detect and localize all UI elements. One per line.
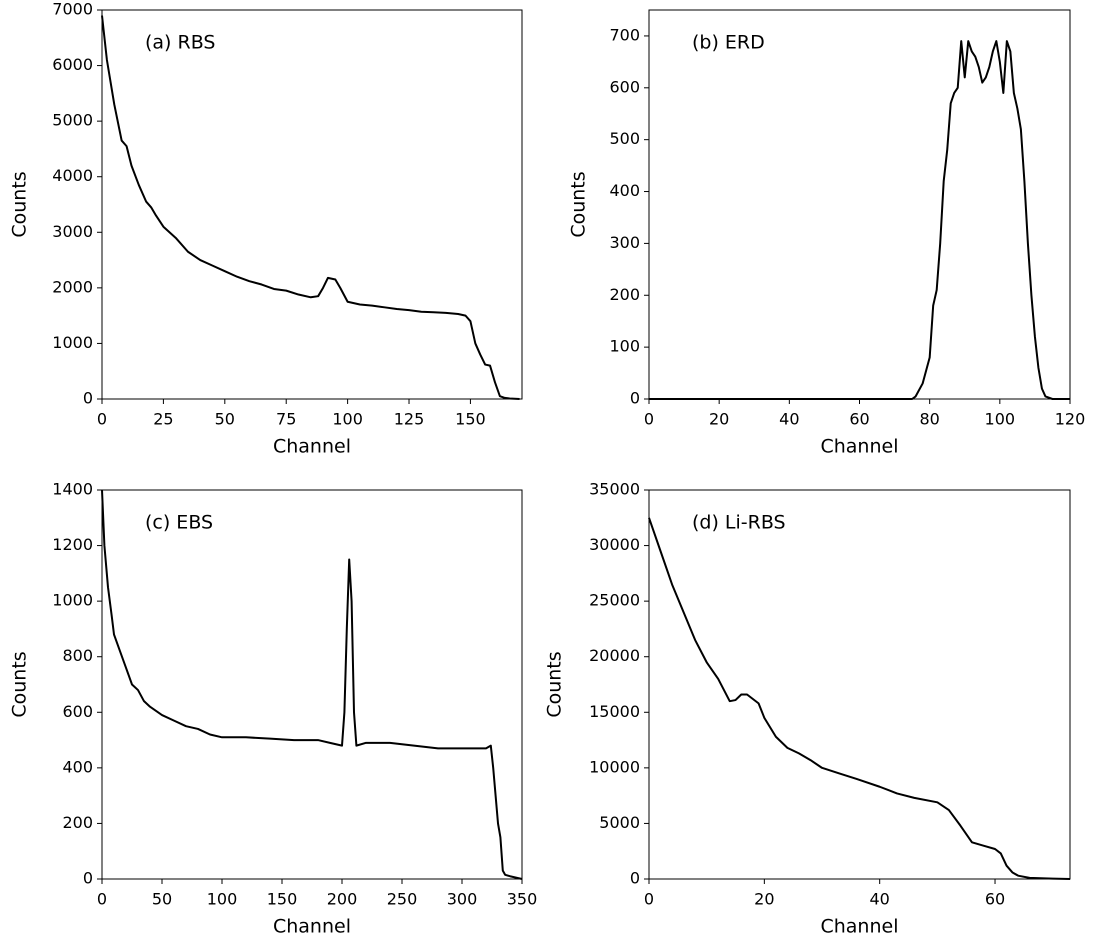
x-tick-label: 100 bbox=[332, 410, 363, 429]
x-tick-label: 25 bbox=[153, 410, 173, 429]
x-tick-label: 40 bbox=[870, 890, 890, 909]
x-tick-label: 0 bbox=[97, 410, 107, 429]
y-tick-label: 0 bbox=[630, 869, 640, 888]
x-tick-label: 120 bbox=[1055, 410, 1086, 429]
x-tick-label: 0 bbox=[644, 410, 654, 429]
x-tick-label: 20 bbox=[709, 410, 729, 429]
y-tick-label: 600 bbox=[609, 77, 640, 96]
annotation: (d) Li-RBS bbox=[692, 512, 786, 534]
y-tick-label: 600 bbox=[62, 702, 93, 721]
y-tick-label: 200 bbox=[609, 285, 640, 304]
y-tick-label: 10000 bbox=[589, 757, 640, 776]
y-tick-label: 3000 bbox=[52, 222, 93, 241]
x-tick-label: 100 bbox=[985, 410, 1016, 429]
y-axis-label: Counts bbox=[544, 651, 566, 717]
y-tick-label: 700 bbox=[609, 25, 640, 44]
x-tick-label: 150 bbox=[455, 410, 486, 429]
y-tick-label: 800 bbox=[62, 646, 93, 665]
x-tick-label: 300 bbox=[447, 890, 478, 909]
x-tick-label: 0 bbox=[644, 890, 654, 909]
y-axis-label: Counts bbox=[9, 651, 31, 717]
y-tick-label: 35000 bbox=[589, 480, 640, 499]
y-tick-label: 1200 bbox=[52, 535, 93, 554]
y-tick-label: 30000 bbox=[589, 535, 640, 554]
annotation: (a) RBS bbox=[145, 32, 215, 54]
y-axis-label: Counts bbox=[568, 171, 590, 237]
y-tick-label: 1000 bbox=[52, 333, 93, 352]
y-tick-label: 100 bbox=[609, 337, 640, 356]
y-tick-label: 6000 bbox=[52, 55, 93, 74]
x-tick-label: 0 bbox=[97, 890, 107, 909]
annotation: (c) EBS bbox=[145, 512, 213, 534]
x-tick-label: 200 bbox=[327, 890, 358, 909]
y-tick-label: 400 bbox=[609, 181, 640, 200]
y-tick-label: 1000 bbox=[52, 591, 93, 610]
x-axis-label: Channel bbox=[273, 916, 351, 938]
x-tick-label: 40 bbox=[779, 410, 799, 429]
y-tick-label: 400 bbox=[62, 757, 93, 776]
axes-frame bbox=[648, 489, 1071, 880]
x-tick-label: 60 bbox=[849, 410, 869, 429]
annotation: (b) ERD bbox=[692, 32, 765, 54]
x-tick-label: 60 bbox=[985, 890, 1005, 909]
data-line bbox=[101, 15, 520, 400]
axes-frame bbox=[648, 9, 1071, 400]
data-line bbox=[649, 40, 1070, 400]
x-axis-label: Channel bbox=[820, 436, 898, 458]
x-axis-label: Channel bbox=[820, 916, 898, 938]
y-tick-label: 5000 bbox=[52, 111, 93, 130]
axes-frame bbox=[101, 9, 523, 400]
axes-frame bbox=[101, 489, 523, 880]
y-tick-label: 4000 bbox=[52, 166, 93, 185]
x-tick-label: 50 bbox=[215, 410, 235, 429]
x-tick-label: 100 bbox=[207, 890, 238, 909]
x-tick-label: 250 bbox=[387, 890, 418, 909]
x-tick-label: 350 bbox=[507, 890, 538, 909]
y-tick-label: 300 bbox=[609, 233, 640, 252]
y-tick-label: 1400 bbox=[52, 480, 93, 499]
y-tick-label: 2000 bbox=[52, 277, 93, 296]
data-line bbox=[648, 517, 1071, 880]
y-tick-label: 5000 bbox=[599, 813, 640, 832]
y-tick-label: 200 bbox=[62, 813, 93, 832]
x-tick-label: 75 bbox=[276, 410, 296, 429]
x-tick-label: 125 bbox=[394, 410, 425, 429]
y-tick-label: 0 bbox=[630, 389, 640, 408]
y-tick-label: 15000 bbox=[589, 702, 640, 721]
y-axis-label: Counts bbox=[9, 171, 31, 237]
y-tick-label: 500 bbox=[609, 129, 640, 148]
data-line bbox=[101, 489, 523, 880]
y-tick-label: 0 bbox=[83, 389, 93, 408]
x-axis-label: Channel bbox=[273, 436, 351, 458]
y-tick-label: 20000 bbox=[589, 646, 640, 665]
y-tick-label: 7000 bbox=[52, 0, 93, 19]
x-tick-label: 80 bbox=[919, 410, 939, 429]
y-tick-label: 25000 bbox=[589, 591, 640, 610]
x-tick-label: 50 bbox=[152, 890, 172, 909]
x-tick-label: 20 bbox=[754, 890, 774, 909]
x-tick-label: 150 bbox=[267, 890, 298, 909]
y-tick-label: 0 bbox=[83, 869, 93, 888]
